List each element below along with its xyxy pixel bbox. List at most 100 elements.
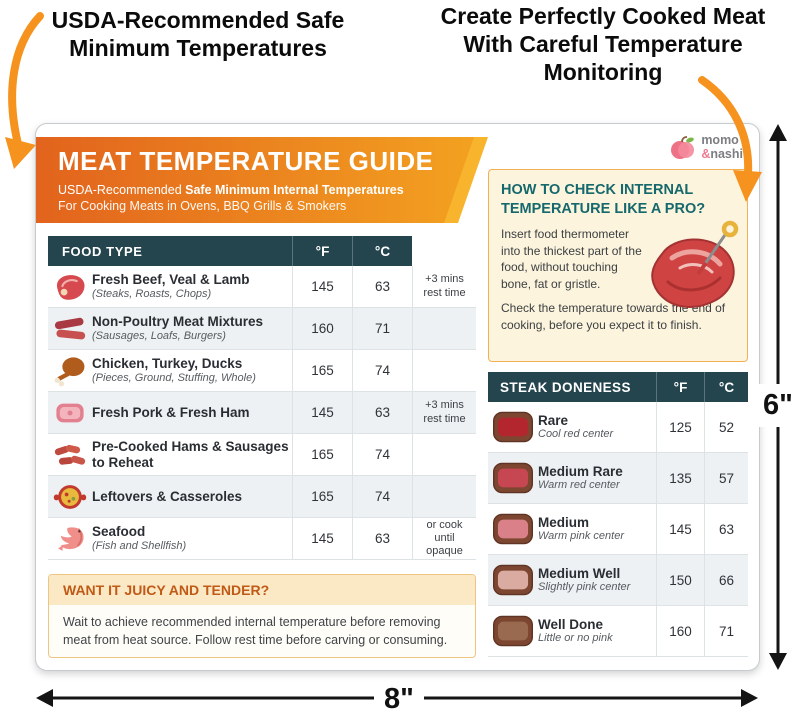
table-row-precooked: Pre-Cooked Hams & Sausages to Reheat 165… [48, 434, 476, 476]
meat-temperature-guide-card: MEAT TEMPERATURE GUIDE USDA-Recommended … [35, 123, 760, 671]
temp-f: 135 [656, 453, 704, 503]
doneness-name: Medium [538, 514, 590, 530]
temp-f: 145 [656, 504, 704, 554]
doneness-subtext: Warm red center [538, 479, 620, 492]
steak-row-well-done: Well Done Little or no pink 160 71 [488, 606, 748, 657]
food-subtext: (Fish and Shellfish) [92, 539, 187, 552]
celsius-header: °C [352, 236, 412, 266]
subtitle-normal: USDA-Recommended [58, 183, 186, 197]
food-subtext: (Sausages, Loafs, Burgers) [92, 329, 226, 342]
table-row-seafood: Seafood (Fish and Shellfish) 145 63 or co… [48, 518, 476, 560]
how-to-check-box: HOW TO CHECK INTERNAL TEMPERATURE LIKE A… [488, 169, 748, 362]
curved-arrow-left-icon [5, 12, 44, 169]
steak-medium-well-icon [488, 555, 538, 605]
doneness-subtext: Cool red center [538, 428, 614, 441]
peach-logo-icon [671, 136, 695, 159]
how-to-check-paragraph-1: Insert food thermometer into the thickes… [501, 227, 642, 291]
steak-rare-icon [488, 402, 538, 452]
food-name: Leftovers & Casseroles [92, 488, 243, 504]
food-name: Chicken, Turkey, Ducks [92, 356, 243, 372]
brand-logo-text: momo &nashi [701, 133, 743, 161]
annotation-top-left: USDA-Recommended Safe Minimum Temperatur… [51, 7, 345, 62]
drumstick-icon [48, 350, 92, 391]
temp-note: or cook until opaque [412, 518, 476, 559]
food-name: Non-Poultry Meat Mixtures [92, 314, 264, 330]
steak-well-done-icon [488, 606, 538, 656]
temp-f: 150 [656, 555, 704, 605]
table-row-mixtures: Non-Poultry Meat Mixtures (Sausages, Loaf… [48, 308, 476, 350]
guide-subtitle-line2: For Cooking Meats in Ovens, BBQ Grills &… [58, 199, 347, 213]
temp-c: 74 [352, 434, 412, 475]
celsius-header: °C [704, 372, 748, 402]
temp-c: 74 [352, 476, 412, 517]
temp-f: 165 [292, 434, 352, 475]
shrimp-icon [48, 518, 92, 559]
temp-note: +3 mins rest time [412, 392, 476, 433]
juicy-tender-body: Wait to achieve recommended internal tem… [63, 615, 448, 648]
temp-note [412, 308, 476, 349]
food-name: Pre-Cooked Hams & Sausages to Reheat [92, 438, 289, 470]
meat-thermometer-illustration-icon [651, 220, 739, 308]
sausage-icon [48, 308, 92, 349]
doneness-name: Well Done [538, 616, 604, 632]
sausage-links-icon [48, 434, 92, 475]
ham-icon [48, 392, 92, 433]
steak-table-header: STEAK DONENESS °F °C [488, 372, 748, 402]
steak-icon [48, 266, 92, 307]
temp-f: 160 [656, 606, 704, 656]
temp-f: 145 [292, 518, 352, 559]
guide-subtitle: USDA-Recommended Safe Minimum Internal T… [58, 183, 464, 197]
steak-medium-rare-icon [488, 453, 538, 503]
temp-f: 165 [292, 350, 352, 391]
width-dimension-label: 8" [374, 683, 424, 717]
temp-f: 125 [656, 402, 704, 452]
food-subtext: (Steaks, Roasts, Chops) [92, 287, 212, 300]
temp-c: 74 [352, 350, 412, 391]
steak-row-rare: Rare Cool red center 125 52 [488, 402, 748, 453]
temp-note [412, 476, 476, 517]
doneness-subtext: Little or no pink [538, 632, 613, 645]
food-subtext: (Pieces, Ground, Stuffing, Whole) [92, 371, 256, 384]
steak-row-medium: Medium Warm pink center 145 63 [488, 504, 748, 555]
guide-title: MEAT TEMPERATURE GUIDE [58, 146, 434, 176]
fahrenheit-header: °F [656, 372, 704, 402]
brand-logo: momo &nashi [669, 133, 743, 161]
steak-doneness-table: STEAK DONENESS °F °C Rare Cool red center… [488, 372, 748, 657]
temp-c: 52 [704, 402, 748, 452]
brand-name-nashi: nashi [710, 146, 743, 161]
guide-header: MEAT TEMPERATURE GUIDE USDA-Recommended … [36, 137, 474, 223]
brand-ampersand: & [701, 146, 711, 161]
temp-note [412, 350, 476, 391]
temp-c: 57 [704, 453, 748, 503]
steak-row-medium-well: Medium Well Slightly pink center 150 66 [488, 555, 748, 606]
temp-note [412, 434, 476, 475]
food-table-header: FOOD TYPE °F °C [48, 236, 476, 266]
temp-f: 145 [292, 392, 352, 433]
temp-c: 66 [704, 555, 748, 605]
casserole-icon [48, 476, 92, 517]
food-type-header: FOOD TYPE [48, 236, 292, 266]
doneness-subtext: Warm pink center [538, 530, 624, 543]
temp-c: 63 [704, 504, 748, 554]
food-name: Fresh Pork & Fresh Ham [92, 404, 250, 420]
doneness-name: Medium Well [538, 565, 621, 581]
height-dimension-label: 6" [755, 384, 800, 427]
temp-c: 63 [352, 266, 412, 307]
temp-c: 71 [352, 308, 412, 349]
how-to-check-title: HOW TO CHECK INTERNAL TEMPERATURE LIKE A… [501, 182, 706, 217]
temp-c: 63 [352, 518, 412, 559]
fahrenheit-header: °F [292, 236, 352, 266]
doneness-name: Rare [538, 412, 569, 428]
how-to-check-paragraph-2: Check the temperature towards the end of… [501, 301, 726, 332]
table-row-pork: Fresh Pork & Fresh Ham 145 63 +3 mins re… [48, 392, 476, 434]
doneness-name: Medium Rare [538, 463, 623, 479]
temp-f: 165 [292, 476, 352, 517]
temp-f: 160 [292, 308, 352, 349]
steak-doneness-header: STEAK DONENESS [488, 372, 656, 402]
annotation-top-right: Create Perfectly Cooked Meat With Carefu… [440, 3, 766, 86]
temp-c: 71 [704, 606, 748, 656]
table-row-poultry: Chicken, Turkey, Ducks (Pieces, Ground, S… [48, 350, 476, 392]
table-row-beef: Fresh Beef, Veal & Lamb (Steaks, Roasts, … [48, 266, 476, 308]
food-type-table: FOOD TYPE °F °C Fresh Beef, Veal & Lamb(… [48, 236, 476, 560]
